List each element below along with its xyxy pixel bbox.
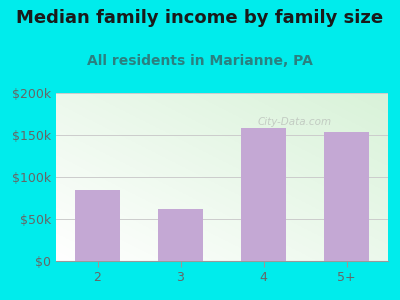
Bar xyxy=(241,128,286,261)
Text: City-Data.com: City-Data.com xyxy=(258,117,332,127)
Text: Median family income by family size: Median family income by family size xyxy=(16,9,384,27)
Text: All residents in Marianne, PA: All residents in Marianne, PA xyxy=(87,54,313,68)
Bar xyxy=(324,133,369,261)
Bar xyxy=(75,190,120,261)
Bar xyxy=(158,209,203,261)
